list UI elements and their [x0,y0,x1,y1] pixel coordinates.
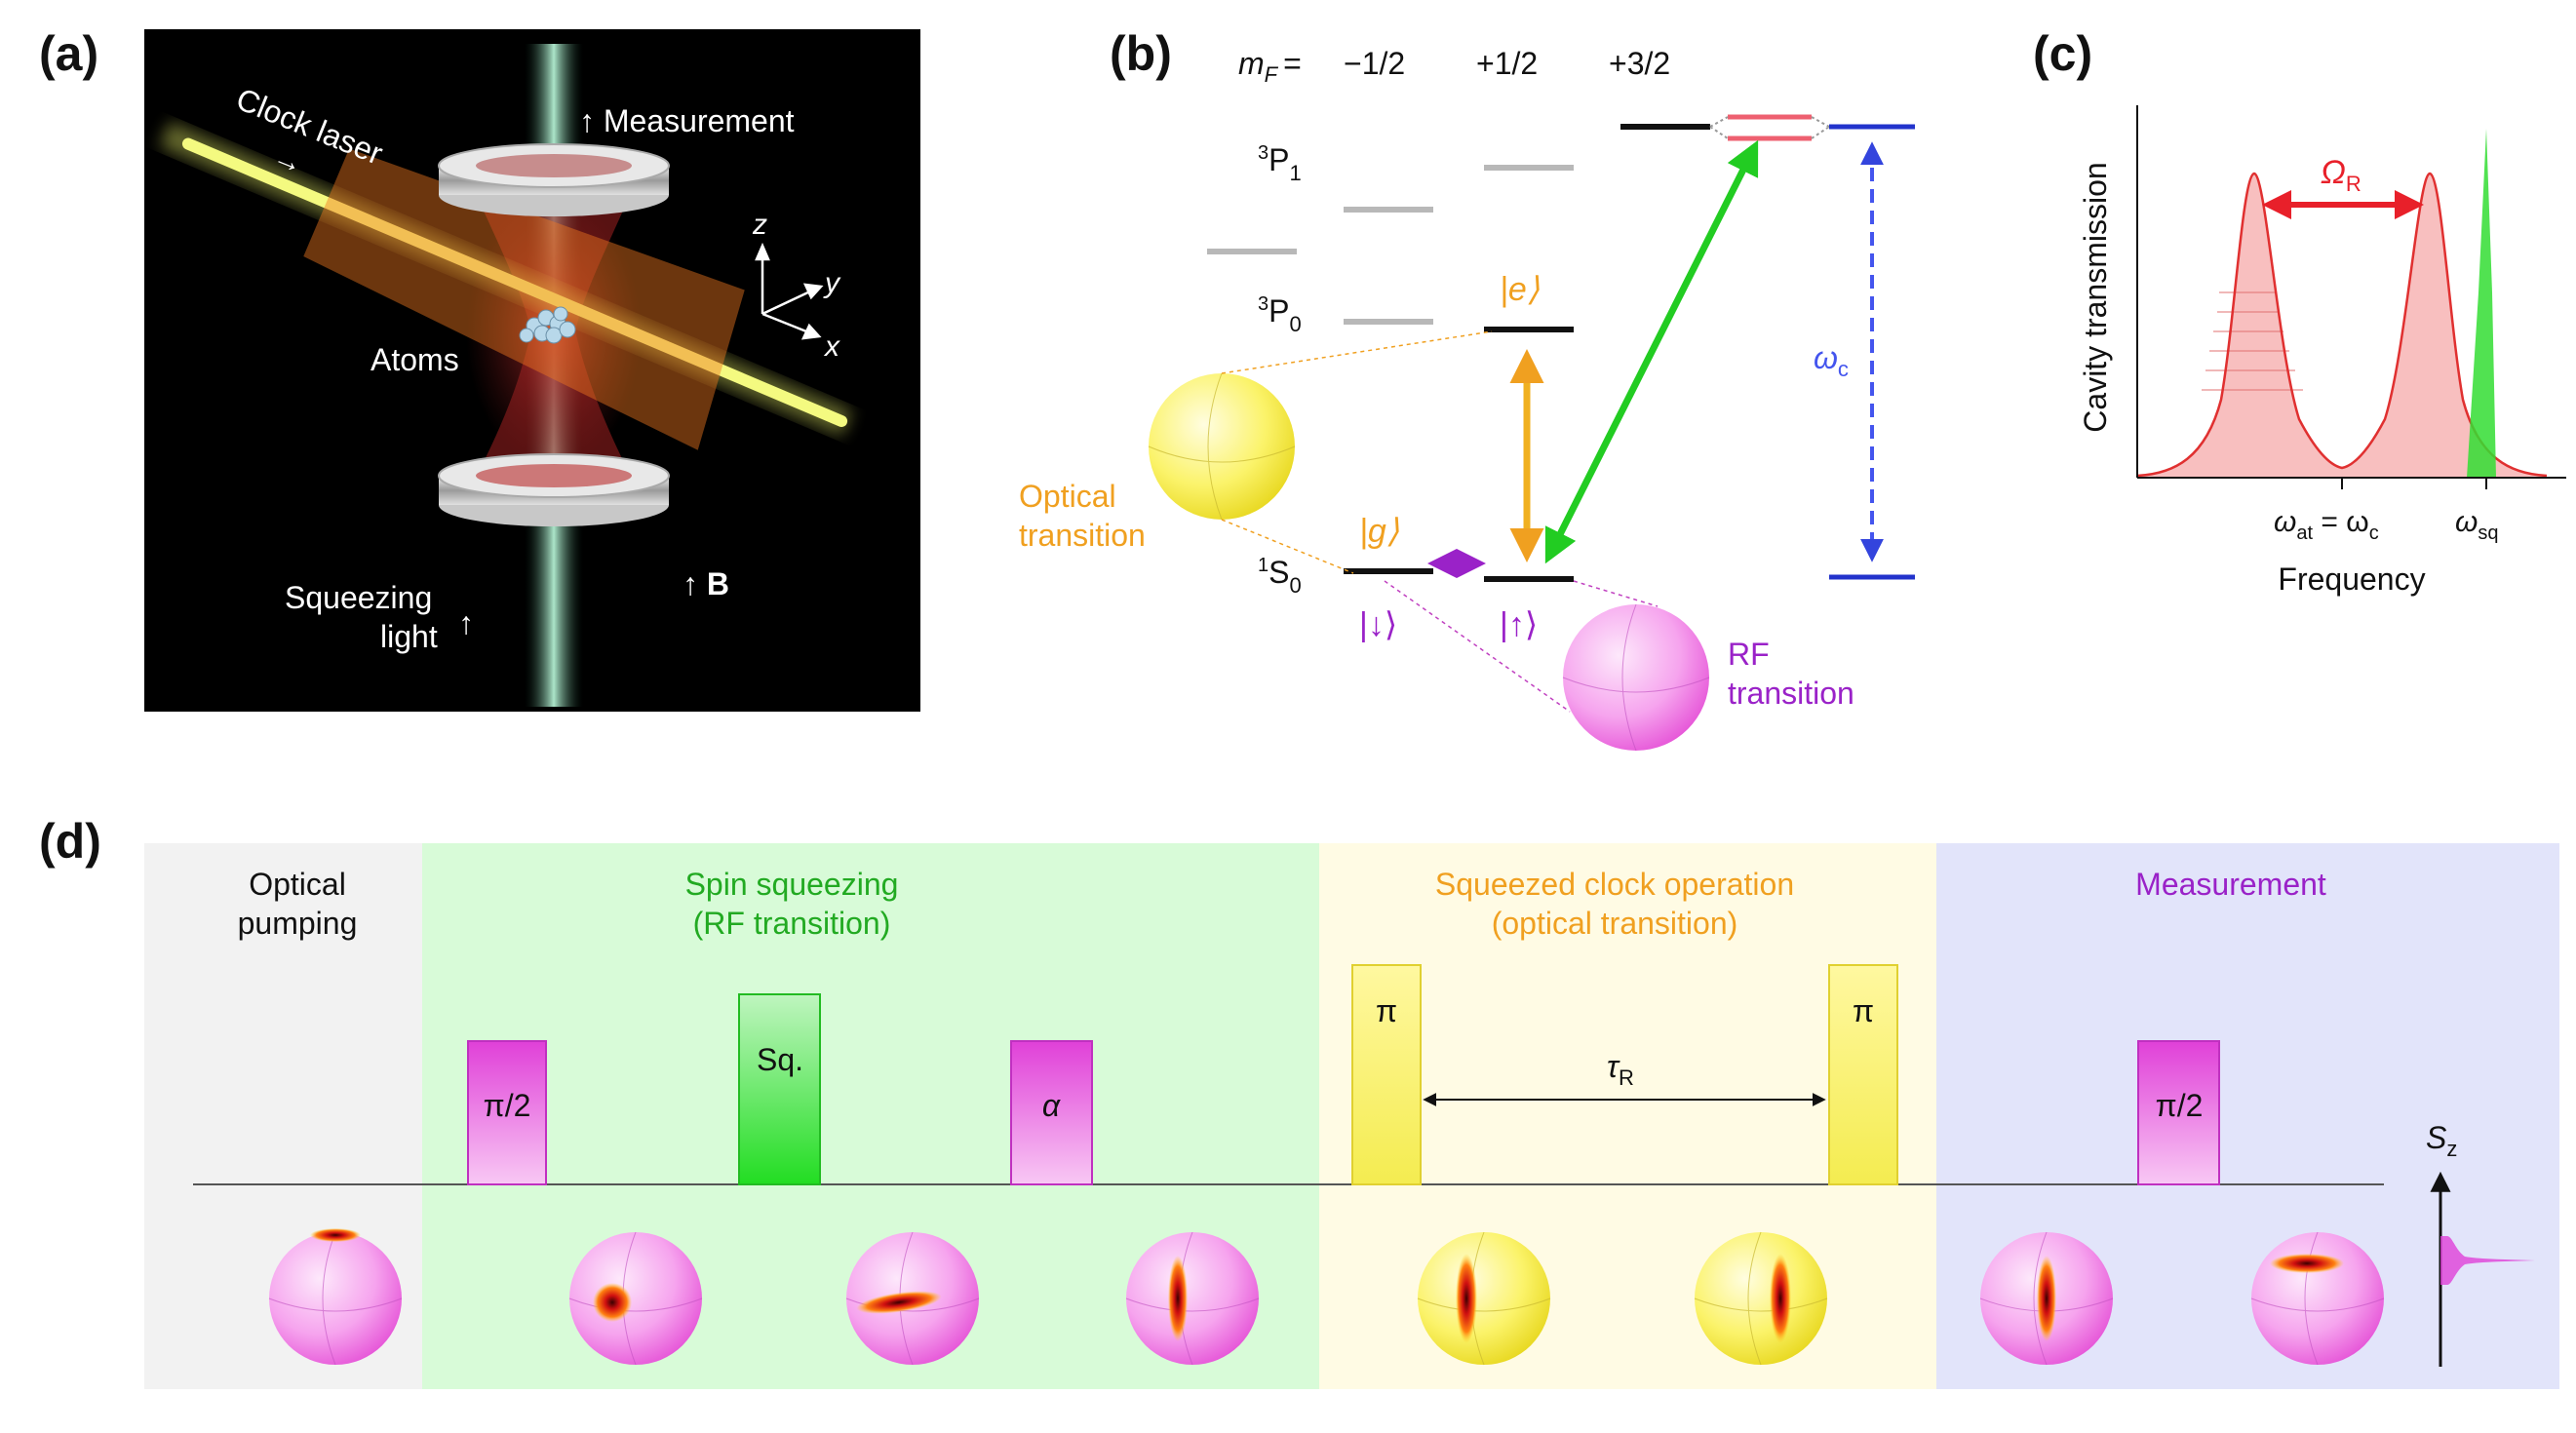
clock-laser-beam [181,137,848,427]
ket-down: |↓⟩ [1359,606,1397,643]
pulse-label-pi-half-1: π/2 [484,1088,531,1123]
measurement-label: ↑ Measurement [579,103,795,138]
stage-title-measurement: Measurement [2135,867,2326,902]
optical-guide-upper [1221,330,1493,374]
tau-r-label: τR [1607,1049,1634,1090]
tick-label-omega-sq: ωsq [2455,506,2499,544]
dressed-connectors [1709,116,1830,139]
panel-label-a: (a) [39,26,98,81]
stage-title-clock-operation-2: (optical transition) [1492,906,1738,941]
ket-e: |e⟩ [1500,271,1540,308]
mf-value-plus-three-halves: +3/2 [1609,46,1670,81]
panel-label-b: (b) [1110,26,1172,81]
ket-g: |g⟩ [1359,513,1399,550]
tick-label-omega-at: ωat = ωc [2274,506,2379,544]
optical-guide-lower [1221,519,1354,574]
rf-transition-label: RF [1728,637,1770,672]
bloch-sphere-6 [1694,1231,1828,1366]
atom-cloud [519,306,576,344]
top-mirror [438,143,670,216]
pulse-label-pi-1: π [1376,993,1397,1028]
level-3p1: 3P1 [1258,142,1302,185]
cavity-transition-arrow [1544,139,1759,564]
axis-y-label: y [823,267,841,299]
stage-title-optical-pumping: Optical [249,867,346,902]
stage-title-clock-operation: Squeezed clock operation [1435,867,1794,902]
stage-title-spin-squeezing: Spin squeezing [685,867,899,902]
optical-transition-label: Optical [1019,479,1116,514]
bloch-sphere-1 [268,1228,403,1366]
pulse-pi-2 [1828,964,1898,1185]
axis-z-label: z [752,209,767,241]
axis-x-label: x [823,330,840,363]
bloch-sphere-7 [1979,1231,2114,1366]
panel-a: z y x Clock laser → ↑ Measurement Atoms … [144,29,920,712]
b-field-label: ↑ B [683,566,729,601]
ket-up: |↑⟩ [1500,606,1538,643]
c-y-label: Cavity transmission [2078,162,2113,432]
panel-c: ΩR Cavity transmission Frequency ωat = ω… [2078,105,2566,597]
squeezing-light-peak [2467,129,2496,478]
stage-title-optical-pumping-2: pumping [238,906,358,941]
panel-b: mF = −1/2 +1/2 +3/2 3P1 3P0 1S0 [1019,46,1915,752]
mf-value-minus-half: −1/2 [1344,46,1405,81]
rf-bloch-sphere [1563,604,1709,751]
pulse-label-pi-2: π [1853,993,1874,1028]
pulse-pi-1 [1351,964,1422,1185]
bottom-mirror [438,453,670,526]
bloch-sphere-8 [2250,1231,2385,1366]
bloch-sphere-3 [845,1231,980,1366]
squeezing-arrow: ↑ [458,605,474,640]
pulse-alpha [1010,1040,1093,1185]
rf-guide-left [1384,580,1571,713]
sz-distribution [2440,1236,2535,1285]
rf-sphere-grid [1562,603,1710,752]
sz-label: Sz [2426,1120,2457,1161]
mf-label: mF = [1238,46,1302,87]
level-1s0: 1S0 [1258,555,1302,598]
bloch-sphere-4 [1125,1231,1260,1366]
squeezing-label: Squeezing [285,580,432,615]
bloch-sphere-2 [568,1231,703,1366]
pulse-label-squeezing: Sq. [757,1042,803,1077]
rf-guide-right [1573,580,1659,607]
panel-label-d: (d) [39,814,101,869]
bloch-sphere-5 [1417,1231,1551,1366]
c-x-label: Frequency [2278,562,2425,597]
transmission-hatching [2202,291,2303,391]
panel-d: Optical pumping Spin squeezing (RF trans… [144,843,2559,1389]
level-3p0: 3P0 [1258,293,1302,336]
pulse-pi-half-1 [467,1040,547,1185]
transmission-curve [2136,172,2548,478]
optical-bloch-sphere [1149,373,1295,520]
pulse-label-alpha: α [1042,1088,1061,1123]
optical-transition-label-2: transition [1019,518,1146,553]
panel-label-c: (c) [2033,26,2092,81]
level-3p1-sublevels [1207,165,1574,254]
omega-r-label: ΩR [2321,154,2361,196]
pulse-squeezing [738,993,821,1185]
orange-beam [303,148,745,450]
squeezing-label-2: light [380,619,438,654]
optical-sphere-grid [1148,372,1296,521]
omega-c-label: ωc [1814,340,1849,381]
mf-value-plus-half: +1/2 [1476,46,1538,81]
atoms-label: Atoms [371,342,459,377]
stage-title-spin-squeezing-2: (RF transition) [693,906,891,941]
axes-icon [755,242,824,340]
rf-transition-label-2: transition [1728,676,1854,711]
pulse-pi-half-2 [2137,1040,2220,1185]
pulse-label-pi-half-2: π/2 [2156,1088,2204,1123]
